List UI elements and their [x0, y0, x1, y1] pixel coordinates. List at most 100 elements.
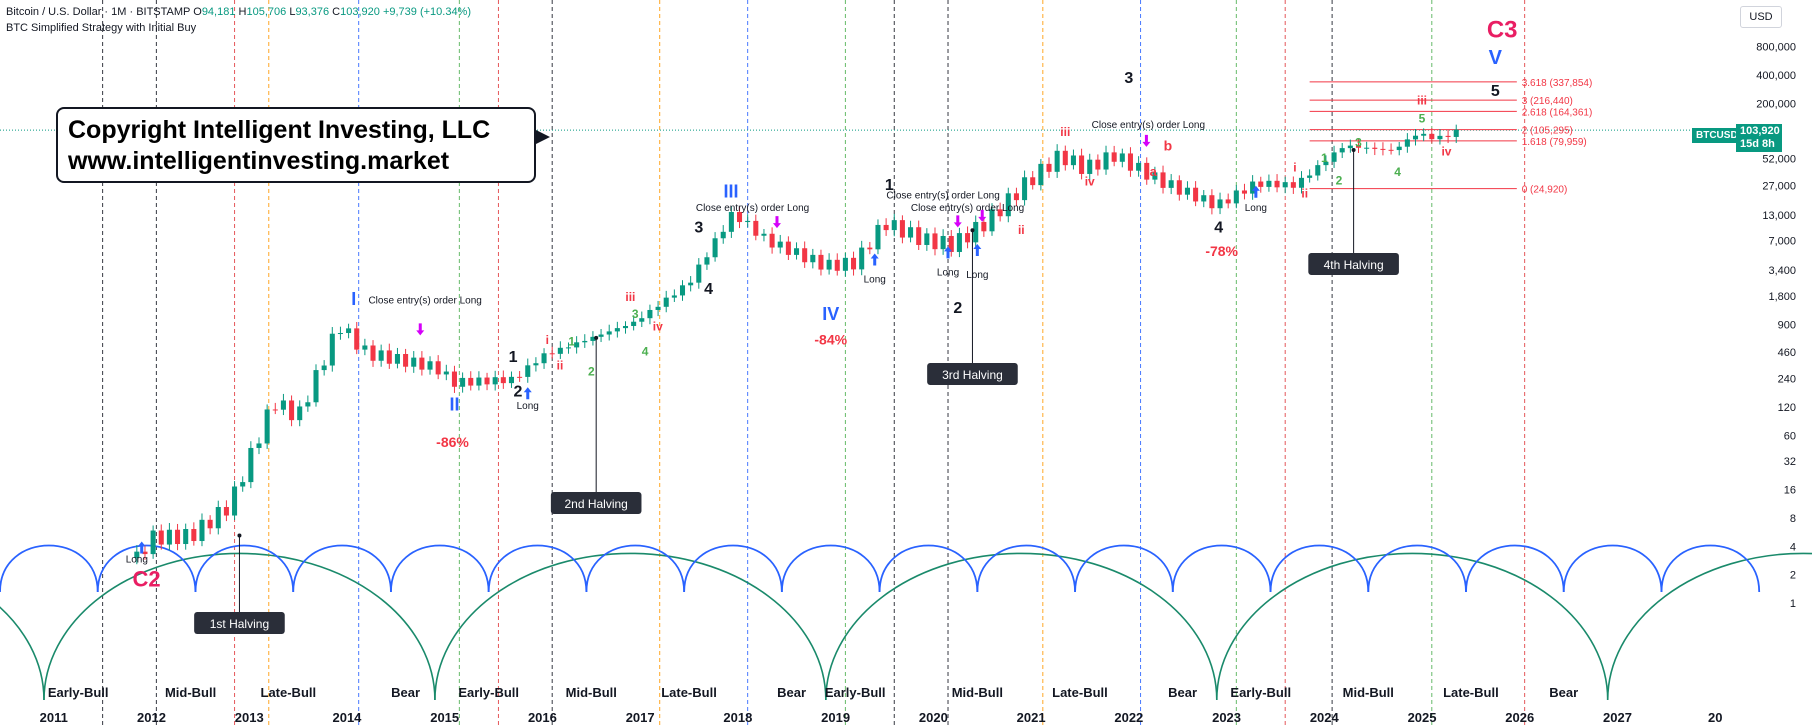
candle-body — [826, 259, 832, 270]
candle-body — [1250, 181, 1256, 194]
wave-label: b — [1164, 138, 1173, 154]
y-tick-label: 7,000 — [1768, 236, 1796, 248]
wave-label: Close entry(s) order Long — [1092, 120, 1205, 131]
candle-body — [891, 220, 897, 231]
candle-body — [1380, 148, 1386, 150]
y-tick-label: 120 — [1778, 402, 1796, 414]
y-tick-label: 1,800 — [1768, 291, 1796, 303]
candle-body — [549, 353, 555, 355]
wave-label: III — [724, 182, 739, 202]
candle-body — [1176, 180, 1182, 195]
wave-label: C3 — [1487, 16, 1518, 43]
x-tick-label: 2023 — [1212, 710, 1241, 725]
candle-body — [1152, 172, 1158, 180]
open-label: O — [193, 6, 202, 18]
candle-body — [1160, 172, 1166, 188]
x-tick-label: 2022 — [1114, 710, 1143, 725]
candle-body — [565, 347, 572, 349]
candle-body — [948, 235, 954, 252]
wave-label: 2 — [1336, 174, 1343, 188]
cycle-arc-blue — [1465, 544, 1565, 593]
wave-label: iii — [1417, 93, 1427, 107]
candle-body — [508, 376, 514, 384]
wave-label: Close entry(s) order Long — [368, 296, 481, 307]
close-label: C — [332, 6, 341, 18]
y-tick-label: 800,000 — [1756, 42, 1796, 54]
candle-body — [867, 247, 873, 250]
wave-label: 4 — [1214, 220, 1223, 237]
candle-body — [655, 306, 661, 310]
y-tick-label: 8 — [1790, 513, 1796, 525]
candle-body — [785, 241, 791, 255]
wave-label: 2 — [953, 300, 962, 317]
halving-dot — [970, 228, 975, 233]
candle-body — [1429, 133, 1435, 140]
candle-body — [232, 486, 238, 516]
cycle-arc-blue — [390, 544, 490, 593]
strategy-name[interactable]: BTC Simplified Strategy with Initial Buy — [6, 22, 197, 34]
x-tick-label: 2026 — [1505, 710, 1534, 725]
candle-body — [1290, 182, 1296, 188]
candle-body — [777, 241, 783, 248]
wave-label: ii — [557, 359, 564, 373]
candle-body — [500, 377, 506, 384]
symbol-title[interactable]: Bitcoin / U.S. Dollar · 1M · BITSTAMP — [6, 6, 191, 18]
candle-body — [240, 482, 246, 487]
x-tick-label: 2019 — [821, 710, 850, 725]
candle-body — [134, 551, 140, 559]
x-tick-label: 2027 — [1603, 710, 1632, 725]
wave-label: -78% — [1205, 243, 1238, 259]
candle-body — [517, 376, 523, 378]
currency-button[interactable]: USD — [1740, 6, 1782, 28]
cycle-arc-green — [1606, 553, 1812, 701]
wave-label: 3 — [1355, 135, 1362, 149]
candle-body — [1103, 152, 1109, 170]
candle-body — [1453, 129, 1459, 137]
wave-label: II — [449, 395, 459, 415]
candle-body — [297, 406, 303, 421]
x-tick-label: 20 — [1708, 710, 1722, 725]
candle-body — [378, 350, 384, 361]
x-tick-label: 2024 — [1310, 710, 1340, 725]
candle-body — [753, 220, 759, 236]
candle-body — [346, 328, 352, 334]
open-value: 94,181 — [201, 6, 236, 18]
candle-body — [1046, 163, 1052, 172]
candle-body — [875, 224, 881, 250]
candle-body — [818, 254, 824, 270]
halving-tag: 4th Halving — [1308, 253, 1399, 275]
candle-body — [1307, 175, 1313, 178]
candle-body — [1070, 155, 1076, 166]
halving-dot — [594, 335, 599, 340]
wave-label: C2 — [133, 566, 161, 591]
candle-body — [859, 247, 865, 270]
candle-body — [411, 357, 417, 367]
fib-label: 3 (216,440) — [1522, 96, 1573, 107]
cycle-arc-blue — [1660, 544, 1761, 593]
candle-body — [1193, 187, 1199, 202]
wave-label: 1 — [568, 334, 575, 348]
candle-body — [679, 285, 686, 296]
candle-body — [639, 318, 645, 322]
candle-body — [1233, 190, 1239, 204]
candle-body — [981, 221, 987, 232]
candle-body — [606, 331, 612, 335]
candle-body — [370, 345, 376, 361]
candle-body — [940, 235, 946, 250]
phase-label-late-bull: Late-Bull — [261, 685, 317, 700]
x-tick-label: 2015 — [430, 710, 459, 725]
candle-body — [1445, 135, 1451, 137]
candle-body — [313, 370, 319, 403]
wave-label: 5 — [1419, 112, 1426, 126]
last-price-badge: BTCUSD 103,920 15d 8h — [1692, 124, 1782, 154]
candle-body — [199, 519, 205, 542]
cycle-arc-blue — [1367, 544, 1467, 593]
candle-body — [1054, 150, 1060, 172]
phase-label-late-bull: Late-Bull — [661, 685, 717, 700]
x-tick-label: 2012 — [137, 710, 166, 725]
candle-body — [142, 551, 148, 555]
candle-body — [183, 529, 189, 545]
halving-tag-bg — [194, 612, 285, 634]
fib-label: 3.618 (337,854) — [1522, 78, 1593, 89]
